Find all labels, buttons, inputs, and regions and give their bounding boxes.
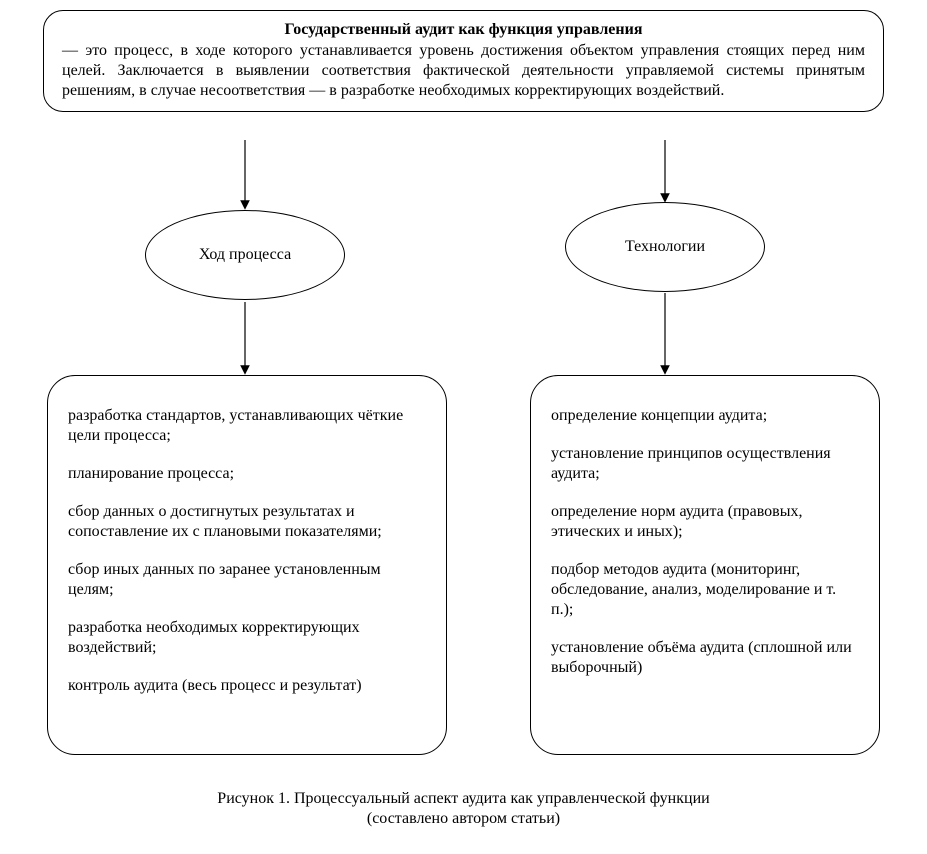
ellipse-process-flow: Ход процесса: [145, 210, 345, 300]
list-item: разработка стандартов, устанавливающих ч…: [68, 406, 426, 446]
top-description: — это процесс, в ходе которого устанавли…: [62, 41, 865, 101]
list-item: разработка необходимых корректирующих во…: [68, 618, 426, 658]
list-item: установление принципов осуществления ауд…: [551, 444, 859, 484]
top-title: Государственный аудит как функция управл…: [62, 21, 865, 39]
list-item: определение норм аудита (правовых, этиче…: [551, 502, 859, 542]
list-item: сбор иных данных по заранее установленны…: [68, 560, 426, 600]
process-items-box: разработка стандартов, устанавливающих ч…: [47, 375, 447, 755]
ellipse-left-label: Ход процесса: [199, 246, 291, 264]
list-item: планирование процесса;: [68, 464, 426, 484]
list-item: определение концепции аудита;: [551, 406, 859, 426]
list-item: подбор методов аудита (мониторинг, обсле…: [551, 560, 859, 620]
list-item: сбор данных о достигнутых результатах и …: [68, 502, 426, 542]
list-item: контроль аудита (весь процесс и результа…: [68, 676, 426, 696]
ellipse-right-label: Технологии: [625, 238, 705, 256]
ellipse-technologies: Технологии: [565, 202, 765, 292]
figure-caption-line2: (составлено автором статьи): [0, 810, 927, 828]
figure-caption-line1: Рисунок 1. Процессуальный аспект аудита …: [0, 790, 927, 808]
list-item: установление объёма аудита (сплошной или…: [551, 638, 859, 678]
top-definition-box: Государственный аудит как функция управл…: [43, 10, 884, 112]
technologies-items-box: определение концепции аудита; установлен…: [530, 375, 880, 755]
